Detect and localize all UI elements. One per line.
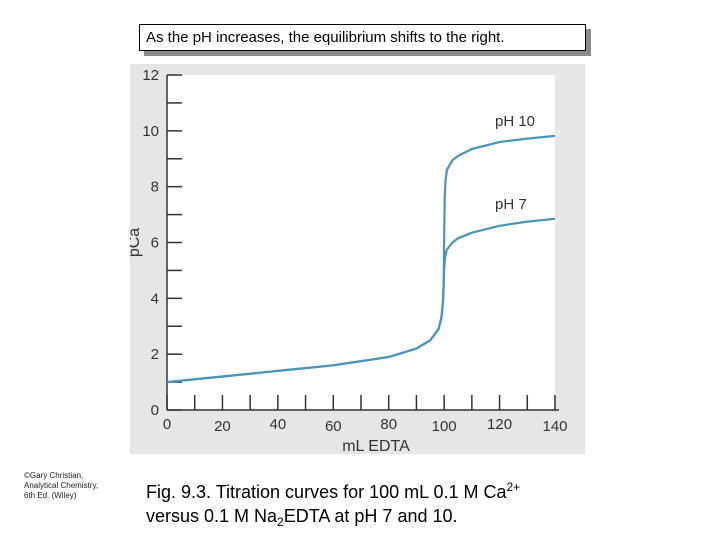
y-tick-label: 6 bbox=[151, 235, 159, 252]
credit-line: Analytical Chemistry, bbox=[24, 481, 99, 490]
series-label: pH 10 bbox=[495, 113, 535, 130]
x-tick-label: 0 bbox=[163, 416, 171, 433]
copyright-credit: ©Gary Christian, Analytical Chemistry, 6… bbox=[24, 471, 124, 501]
credit-line: ©Gary Christian, bbox=[24, 471, 84, 480]
y-tick-label: 8 bbox=[151, 179, 159, 196]
credit-line: 6th Ed. (Wiley) bbox=[24, 491, 77, 500]
series-line bbox=[166, 217, 556, 384]
series-label: pH 7 bbox=[495, 196, 527, 213]
y-tick-label: 12 bbox=[142, 67, 159, 84]
caption-subscript: 2 bbox=[277, 515, 284, 529]
x-tick-label: 40 bbox=[270, 416, 287, 433]
caption-text: EDTA at pH 7 and 10. bbox=[283, 506, 458, 526]
y-tick-label: 2 bbox=[151, 346, 159, 363]
x-tick-label: 100 bbox=[432, 418, 457, 435]
x-tick-label: 120 bbox=[487, 416, 512, 433]
caption-text: versus 0.1 M Na bbox=[146, 506, 278, 526]
caption-line-2: versus 0.1 M Na2EDTA at pH 7 and 10. bbox=[146, 504, 666, 528]
x-axis-title: mL EDTA bbox=[342, 438, 410, 454]
x-tick-label: 80 bbox=[380, 416, 397, 433]
y-tick-label: 0 bbox=[151, 402, 159, 419]
annotation-note: As the pH increases, the equilibrium shi… bbox=[139, 24, 586, 51]
x-tick-label: 60 bbox=[325, 418, 342, 435]
figure-caption: Fig. 9.3. Titration curves for 100 mL 0.… bbox=[146, 480, 666, 528]
y-tick-label: 4 bbox=[151, 290, 159, 307]
caption-line-1: Fig. 9.3. Titration curves for 100 mL 0.… bbox=[146, 480, 666, 504]
caption-text: Fig. 9.3. Titration curves for 100 mL 0.… bbox=[146, 482, 507, 502]
x-tick-label: 20 bbox=[214, 418, 231, 435]
x-tick-label: 140 bbox=[542, 418, 567, 435]
plot-panel bbox=[167, 75, 555, 410]
caption-superscript: 2+ bbox=[506, 480, 521, 494]
y-tick-label: 10 bbox=[142, 123, 159, 140]
y-axis-title: pCa bbox=[130, 228, 143, 257]
plot-area: 0 2 4 6 8 10 12 0 20 40 60 80 100 120 140 mL EDTA pCa pH … bbox=[130, 64, 585, 454]
